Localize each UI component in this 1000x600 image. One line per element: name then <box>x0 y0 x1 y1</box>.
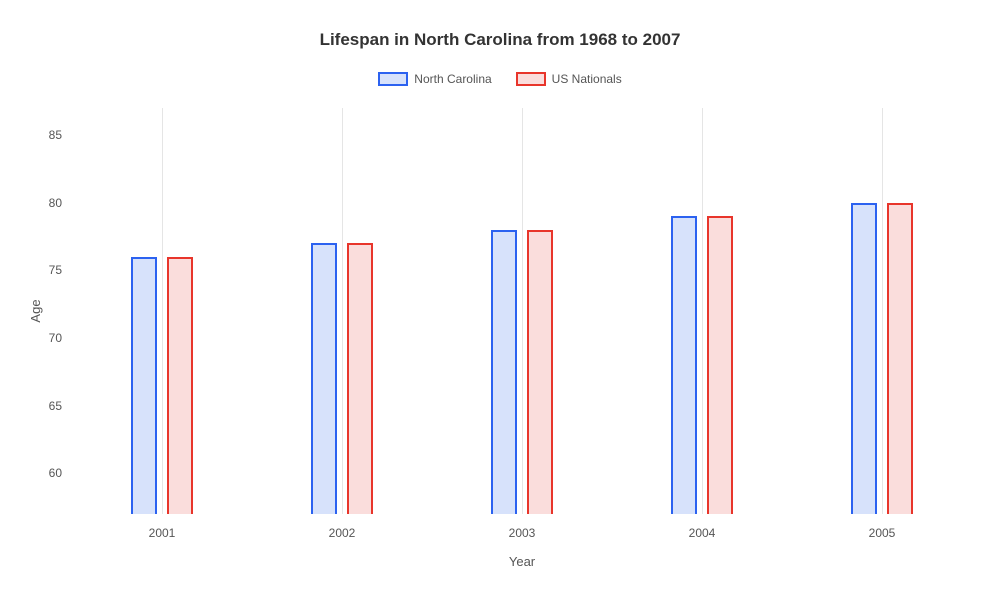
y-tick-label: 85 <box>49 128 72 142</box>
bar <box>347 243 373 514</box>
bar <box>671 216 697 514</box>
y-axis-label: Age <box>28 299 43 322</box>
bar <box>167 257 193 514</box>
chart-container: Lifespan in North Carolina from 1968 to … <box>0 0 1000 600</box>
x-tick-label: 2005 <box>869 514 896 540</box>
y-tick-label: 65 <box>49 399 72 413</box>
y-tick-label: 75 <box>49 263 72 277</box>
plot-wrap: 20012002200320042005606570758085 Age Yea… <box>0 108 1000 514</box>
x-tick-label: 2002 <box>329 514 356 540</box>
legend: North Carolina US Nationals <box>0 72 1000 86</box>
y-tick-label: 60 <box>49 466 72 480</box>
bar <box>311 243 337 514</box>
legend-label: US Nationals <box>552 72 622 86</box>
legend-swatch <box>516 72 546 86</box>
y-tick-label: 70 <box>49 331 72 345</box>
bars-layer <box>72 108 972 514</box>
legend-item: US Nationals <box>516 72 622 86</box>
bar <box>491 230 517 514</box>
legend-item: North Carolina <box>378 72 491 86</box>
legend-swatch <box>378 72 408 86</box>
x-tick-label: 2003 <box>509 514 536 540</box>
bar <box>887 203 913 514</box>
bar <box>851 203 877 514</box>
chart-title: Lifespan in North Carolina from 1968 to … <box>0 0 1000 50</box>
y-tick-label: 80 <box>49 196 72 210</box>
plot-area: 20012002200320042005606570758085 <box>72 108 972 514</box>
legend-label: North Carolina <box>414 72 491 86</box>
bar <box>131 257 157 514</box>
bar <box>707 216 733 514</box>
x-tick-label: 2004 <box>689 514 716 540</box>
x-axis-label: Year <box>509 554 535 569</box>
bar <box>527 230 553 514</box>
x-tick-label: 2001 <box>149 514 176 540</box>
